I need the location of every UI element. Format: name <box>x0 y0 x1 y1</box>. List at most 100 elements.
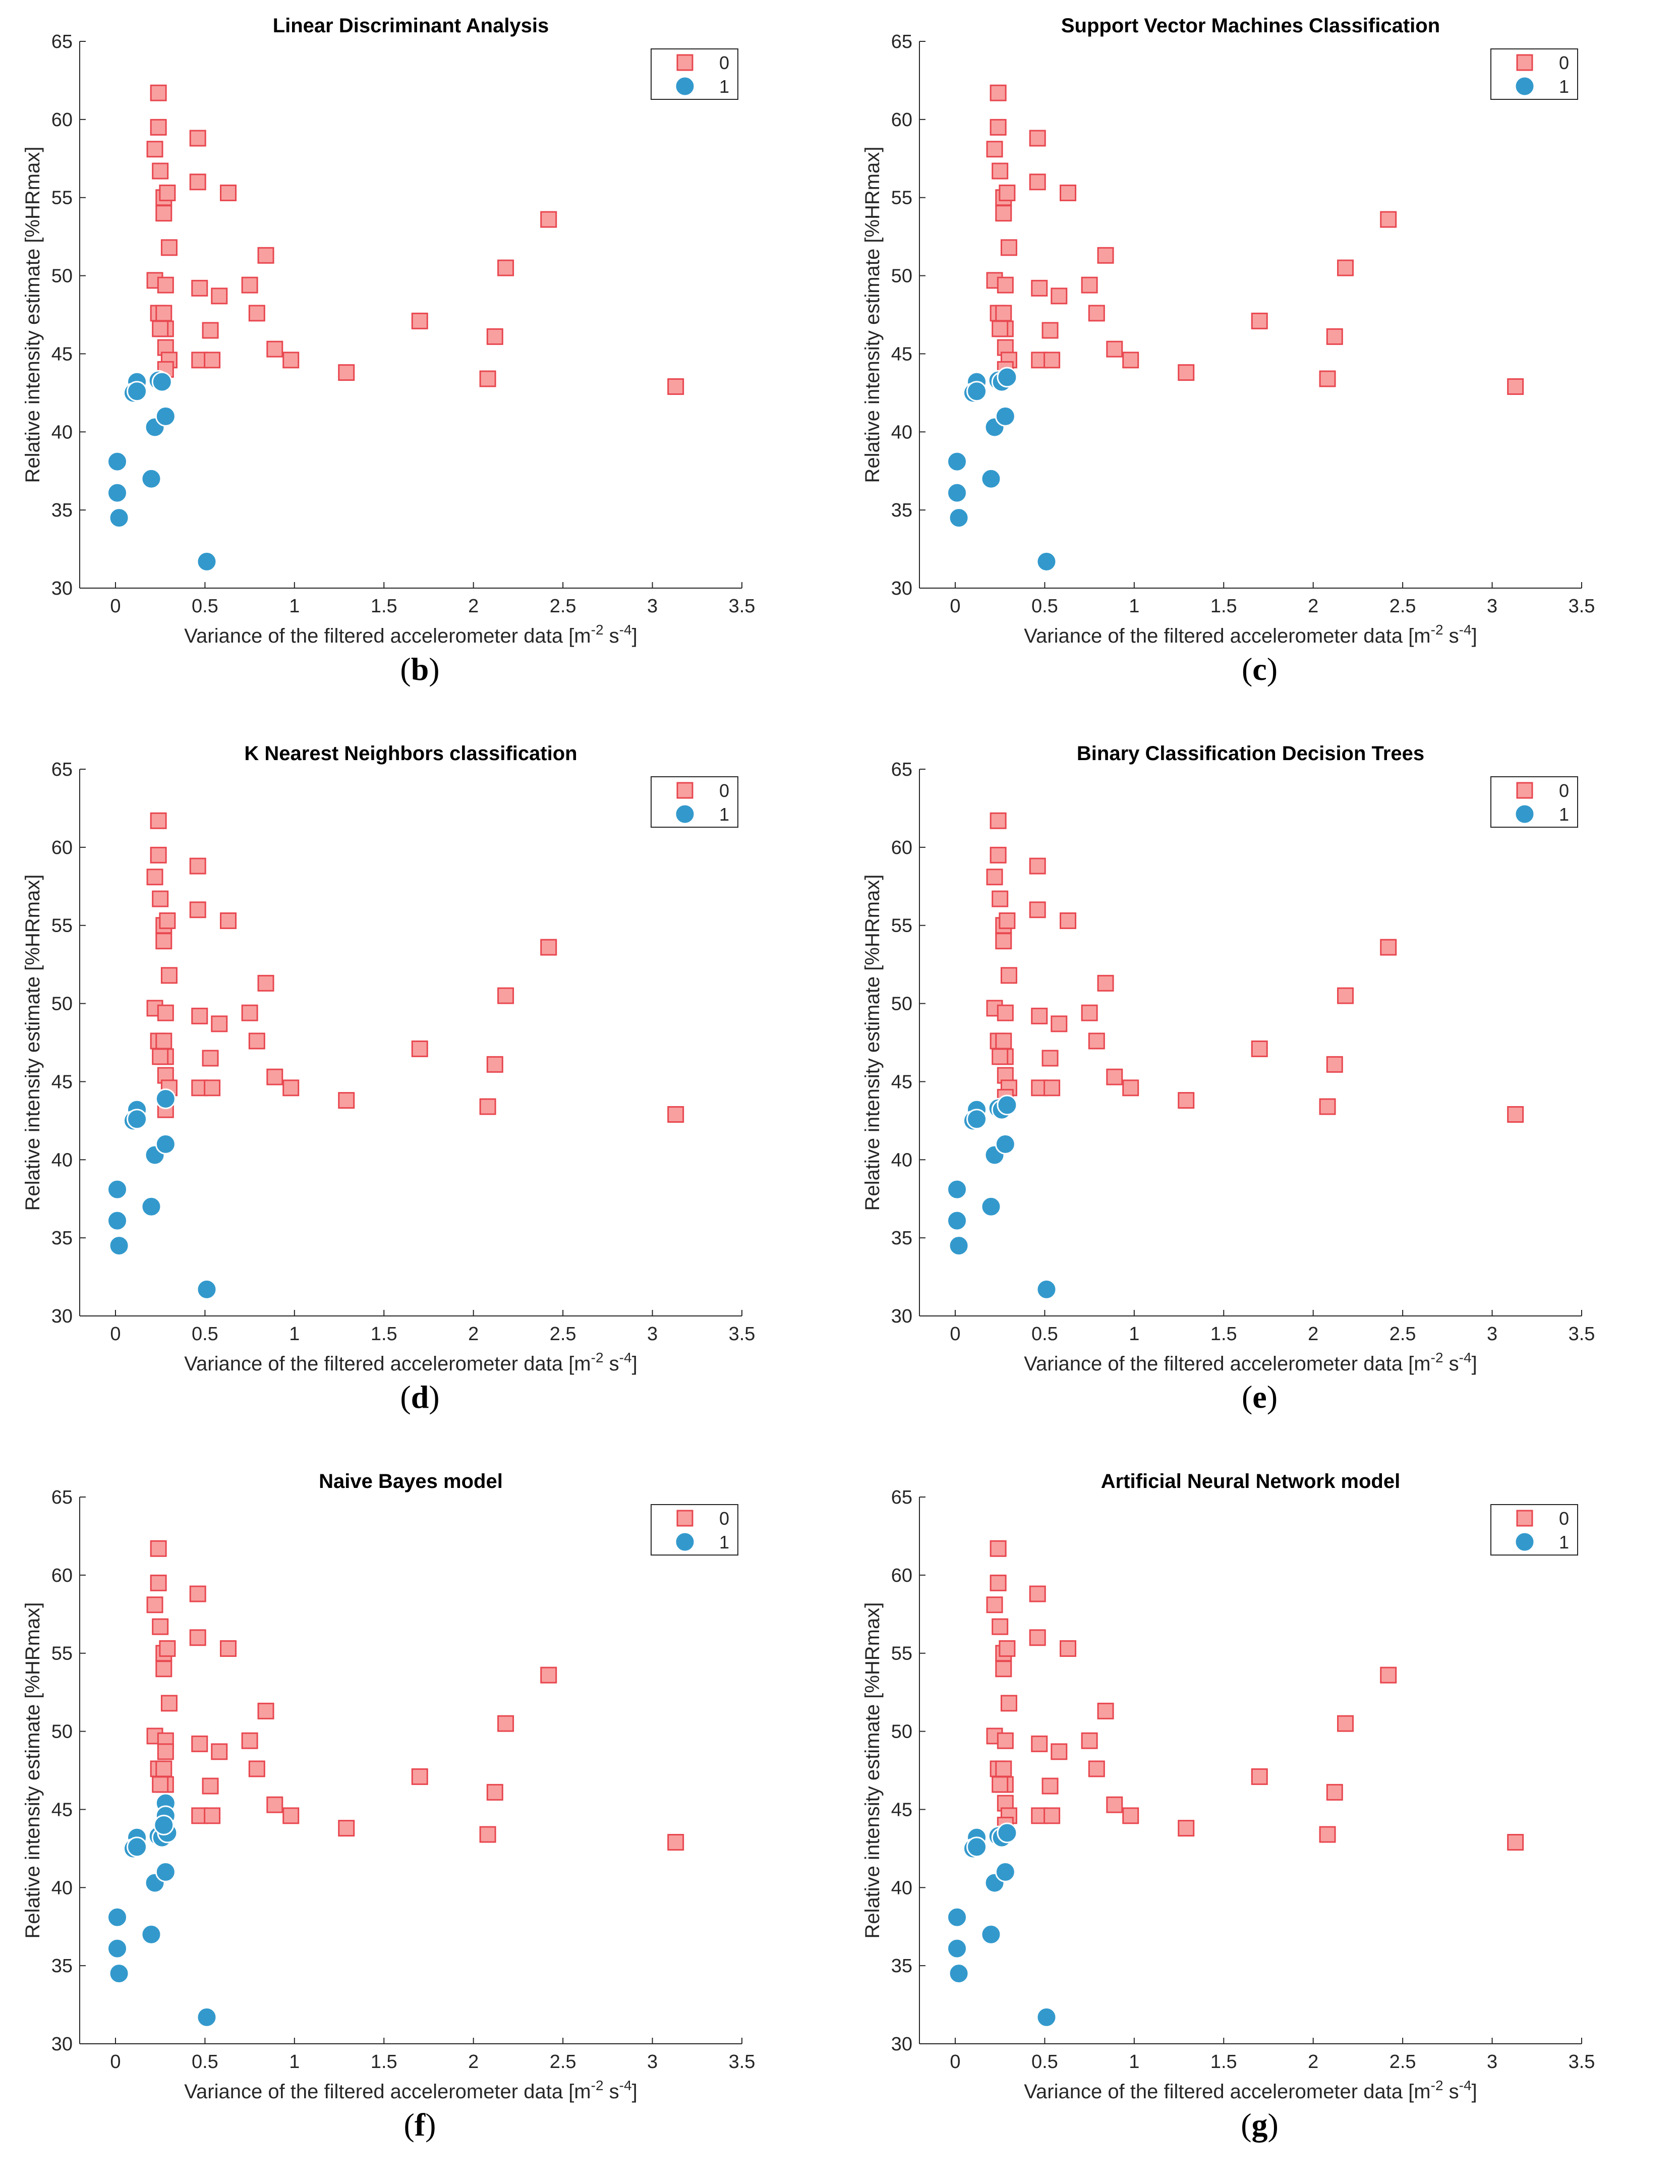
y-tick-label: 30 <box>51 578 73 599</box>
data-point-class-0 <box>986 1596 1003 1614</box>
data-point-class-1 <box>997 1822 1018 1844</box>
data-point-class-0 <box>191 1735 208 1752</box>
legend: 01 <box>1490 1504 1578 1556</box>
data-point-class-0 <box>1088 1760 1105 1777</box>
data-point-class-0 <box>667 1833 684 1851</box>
data-point-class-1 <box>948 1235 969 1256</box>
legend-label-class-0: 0 <box>1559 52 1569 73</box>
y-tick-label: 65 <box>51 759 73 780</box>
x-tick-label: 2.5 <box>1389 1324 1416 1345</box>
x-axis-label: Variance of the filtered accelerometer d… <box>1024 622 1477 647</box>
x-axis-label-part: -4 <box>619 2078 632 2093</box>
x-tick-label: 3 <box>647 2051 658 2073</box>
x-tick-label: 2.5 <box>550 1324 576 1345</box>
data-point-class-0 <box>1380 211 1397 228</box>
data-point-class-1 <box>997 367 1018 388</box>
legend-marker-class-1 <box>674 1531 696 1553</box>
x-tick-label: 1 <box>289 1324 300 1345</box>
data-point-class-0 <box>1029 174 1046 191</box>
data-point-class-0 <box>1337 259 1354 276</box>
data-point-class-1 <box>127 1836 148 1858</box>
data-point-class-0 <box>1097 247 1114 264</box>
chart-title: Support Vector Machines Classification <box>1061 15 1440 37</box>
y-tick-label: 30 <box>891 1306 912 1327</box>
panel-caption: (g) <box>840 2106 1679 2144</box>
data-point-class-0 <box>1029 130 1046 147</box>
data-point-class-0 <box>992 162 1009 180</box>
y-tick-label: 40 <box>891 422 912 443</box>
y-tick-label: 60 <box>51 1565 73 1586</box>
data-point-class-0 <box>152 890 169 907</box>
data-point-class-0 <box>997 276 1014 294</box>
x-tick-label: 2 <box>468 1324 479 1345</box>
data-point-class-1 <box>153 1814 175 1835</box>
data-point-class-0 <box>191 1007 208 1024</box>
panel-caption: (b) <box>0 651 840 688</box>
y-tick-label: 65 <box>891 31 912 52</box>
x-tick-label: 1.5 <box>371 596 397 617</box>
data-point-class-0 <box>189 1585 206 1602</box>
data-point-class-0 <box>1178 364 1195 381</box>
x-axis-label-part: Variance of the filtered accelerometer d… <box>184 625 591 647</box>
caption-paren-open: ( <box>400 1379 411 1415</box>
y-axis-label: Relative intensity estimate [%HRmax] <box>861 1602 884 1939</box>
caption-letter: g <box>1251 2107 1268 2143</box>
data-point-class-0 <box>146 1596 163 1614</box>
y-tick-label: 50 <box>51 994 73 1015</box>
legend-marker-class-1 <box>674 803 696 825</box>
y-tick-label: 30 <box>51 2034 73 2055</box>
y-tick-label: 45 <box>891 1799 912 1820</box>
x-tick-label: 0.5 <box>192 2051 218 2073</box>
data-point-class-0 <box>1097 974 1114 992</box>
data-point-class-0 <box>1326 328 1343 345</box>
caption-paren-close: ) <box>1267 2107 1279 2143</box>
y-tick-label: 30 <box>891 2034 912 2055</box>
x-axis-label-part: -4 <box>1459 2078 1472 2093</box>
data-point-class-0 <box>241 276 258 294</box>
data-point-class-0 <box>248 305 265 322</box>
panel-caption: (e) <box>840 1378 1679 1416</box>
data-point-class-0 <box>152 320 169 337</box>
data-point-class-0 <box>1000 239 1017 256</box>
x-axis-label: Variance of the filtered accelerometer d… <box>184 2078 637 2103</box>
x-tick-label: 0.5 <box>1031 596 1058 617</box>
data-point-class-1 <box>995 406 1016 427</box>
series-0 <box>146 812 684 1123</box>
x-tick-label: 0 <box>110 1324 121 1345</box>
data-point-class-0 <box>211 1015 228 1032</box>
x-tick-label: 2 <box>1308 596 1318 617</box>
caption-letter: f <box>414 2107 426 2143</box>
chart-title: Binary Classification Decision Trees <box>1077 742 1424 765</box>
data-point-class-0 <box>999 184 1016 201</box>
y-tick-label: 50 <box>891 266 912 287</box>
data-point-class-0 <box>1060 912 1077 929</box>
data-point-class-0 <box>1326 1056 1343 1073</box>
data-point-class-0 <box>479 1098 496 1115</box>
series-0 <box>146 84 684 395</box>
data-point-class-1 <box>947 1938 968 1959</box>
data-point-class-0 <box>986 141 1003 158</box>
data-point-class-0 <box>540 211 557 228</box>
data-point-class-0 <box>150 1540 167 1557</box>
data-point-class-0 <box>159 184 176 201</box>
x-tick-label: 3.5 <box>1569 1324 1595 1345</box>
legend: 01 <box>651 48 738 100</box>
data-point-class-0 <box>160 239 178 256</box>
caption-paren-close: ) <box>1266 651 1278 687</box>
data-point-class-0 <box>411 1768 428 1785</box>
legend-marker-class-1 <box>1514 1531 1535 1553</box>
data-point-class-0 <box>204 1079 221 1097</box>
x-axis-label-part: s <box>1443 1353 1459 1375</box>
series-0 <box>986 84 1524 395</box>
data-point-class-0 <box>486 328 503 345</box>
y-tick-label: 40 <box>891 1150 912 1171</box>
data-point-class-1 <box>947 451 968 472</box>
caption-paren-close: ) <box>429 651 440 687</box>
data-point-class-0 <box>995 205 1012 222</box>
scatter-chart: K Nearest Neighbors classification 0 0.5 1 1… <box>22 742 755 1375</box>
legend-label-class-1: 1 <box>1559 804 1569 825</box>
data-point-class-0 <box>155 933 172 950</box>
data-point-class-1 <box>966 381 988 402</box>
legend-box <box>1490 48 1578 100</box>
caption-letter: b <box>411 651 429 687</box>
